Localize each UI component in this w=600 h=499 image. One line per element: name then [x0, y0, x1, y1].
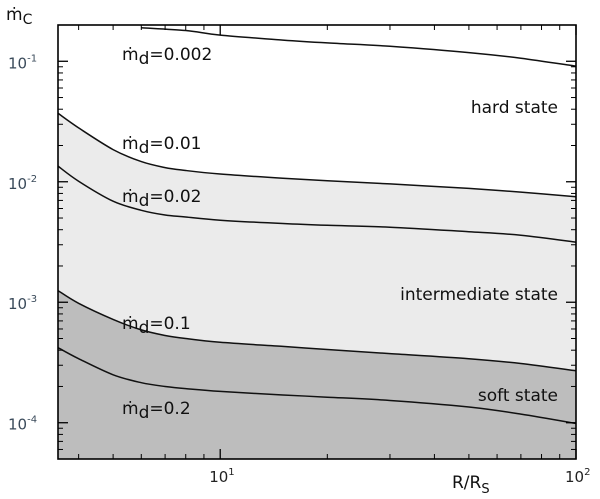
y-tick-label: 10-1	[8, 53, 37, 72]
series-label-5: ṁd=0.2	[122, 399, 191, 423]
region-label-hard: hard state	[471, 98, 558, 118]
x-tick-label: 101	[209, 467, 234, 486]
series-label-2: ṁd=0.01	[122, 134, 201, 158]
series-line-1	[141, 26, 577, 67]
labels: ṁd=0.002 ṁd=0.01 ṁd=0.02 ṁd=0.1 ṁd=0.2	[122, 45, 212, 423]
series-line-3	[57, 165, 577, 243]
intermediate-state-region	[58, 113, 576, 371]
y-tick-label: 10-4	[8, 415, 37, 434]
series-label-4: ṁd=0.1	[122, 314, 191, 338]
x-tick-label: 102	[565, 467, 590, 486]
soft-state-region	[58, 290, 576, 459]
y-axis-title: ṁC	[6, 5, 33, 28]
y-tick-label: 10-3	[8, 294, 37, 313]
series-label-3: ṁd=0.02	[122, 187, 201, 211]
region-fills	[58, 113, 576, 459]
series-line-4	[57, 289, 577, 372]
series-line-2	[57, 112, 577, 198]
plot-frame	[57, 24, 577, 460]
x-axis-title: R/RS	[452, 473, 490, 497]
region-label-soft: soft state	[478, 386, 558, 406]
ticks: 10-1 10-2 10-3 10-4 101 102	[8, 24, 590, 486]
series-line-5	[57, 346, 577, 425]
series-label-1: ṁd=0.002	[122, 45, 212, 69]
region-label-intermediate: intermediate state	[400, 285, 558, 305]
curves	[57, 26, 577, 425]
y-tick-label: 10-2	[8, 174, 37, 193]
